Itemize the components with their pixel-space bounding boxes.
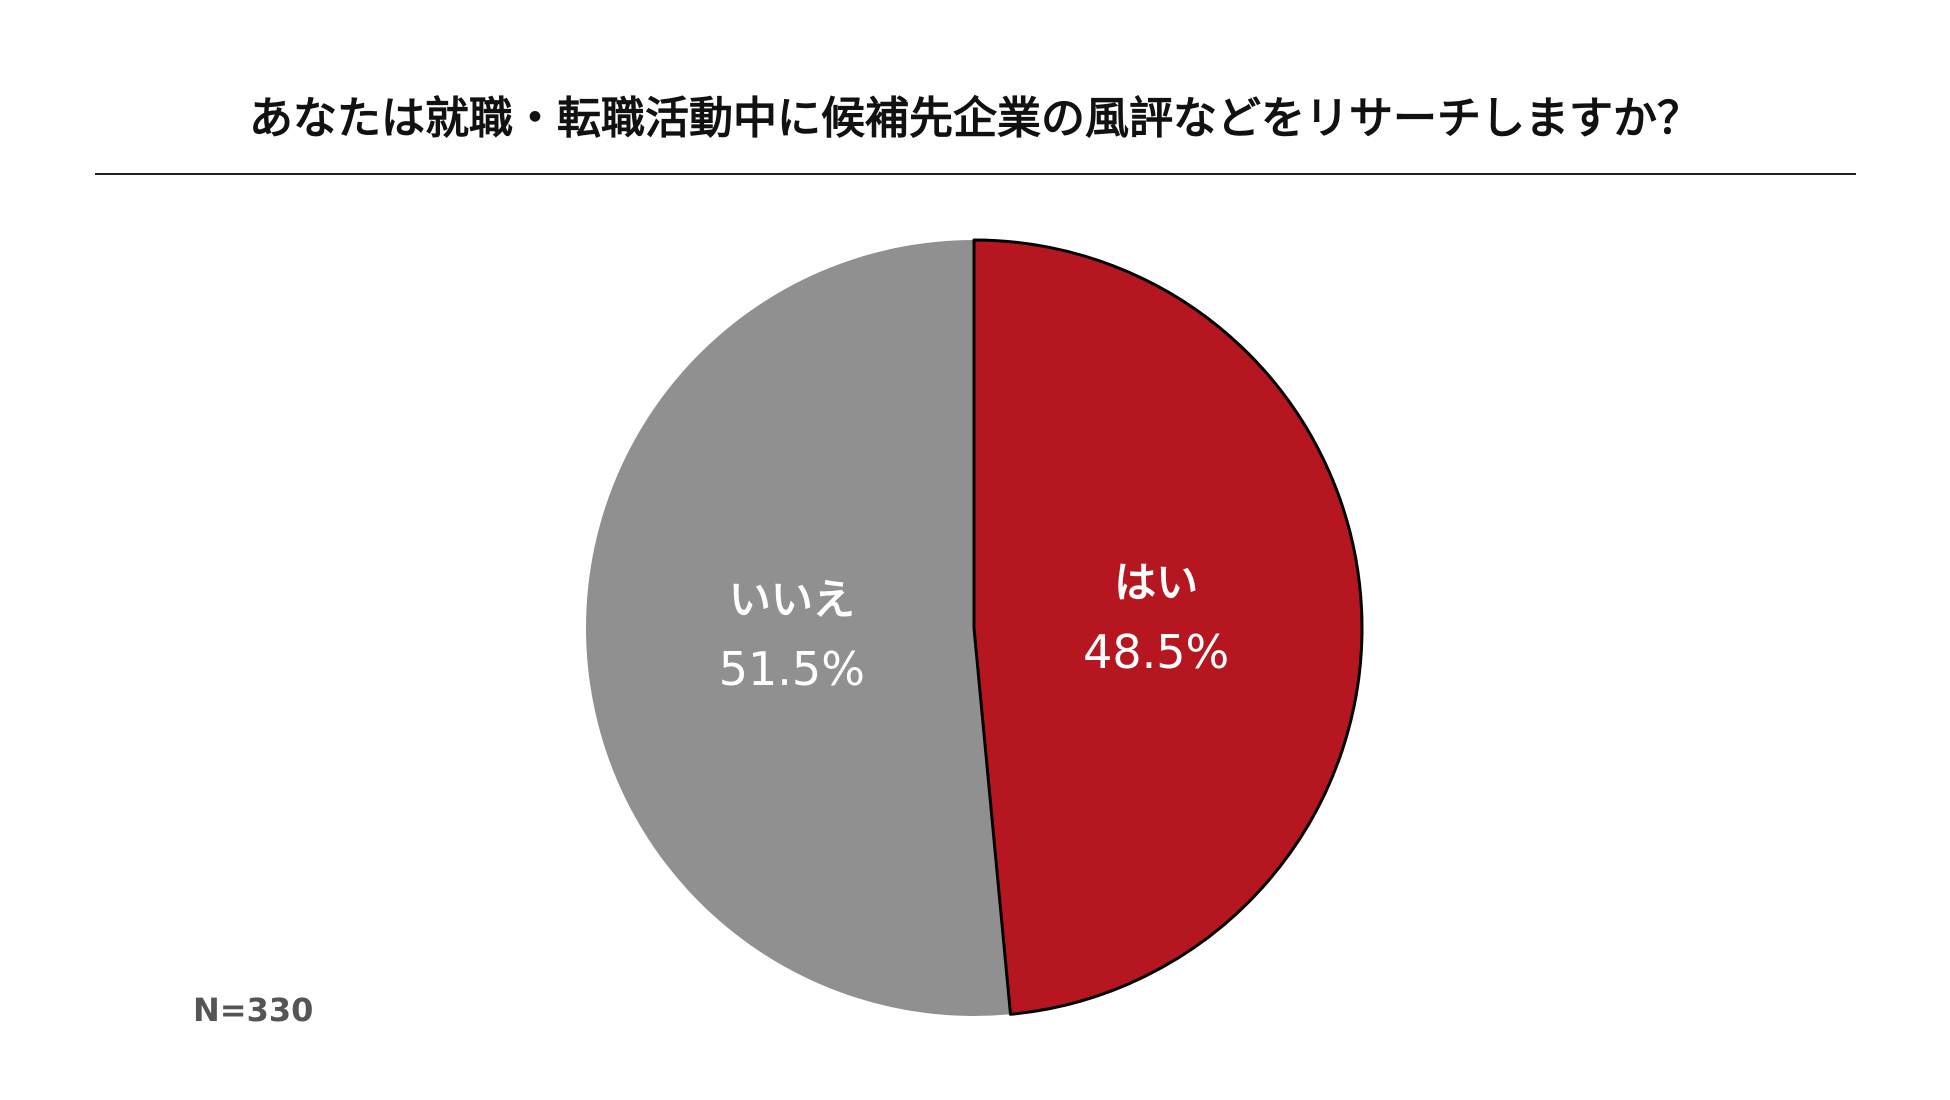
pie-labels: いいえ 51.5% はい 48.5% bbox=[719, 558, 1229, 696]
pie-slice bbox=[585, 240, 1011, 1016]
pie bbox=[585, 238, 1364, 1016]
pie-slice bbox=[972, 238, 1364, 1016]
slice-value-label: 51.5% bbox=[719, 642, 865, 696]
chart-title: あなたは就職・転職活動中に候補先企業の風評などをリサーチしますか？ bbox=[249, 93, 1701, 144]
slice-category-label: はい bbox=[1114, 558, 1198, 607]
sample-size-note: N=330 bbox=[193, 991, 313, 1029]
slice-category-label: いいえ bbox=[729, 575, 855, 624]
slice-value-label: 48.5% bbox=[1083, 625, 1229, 679]
